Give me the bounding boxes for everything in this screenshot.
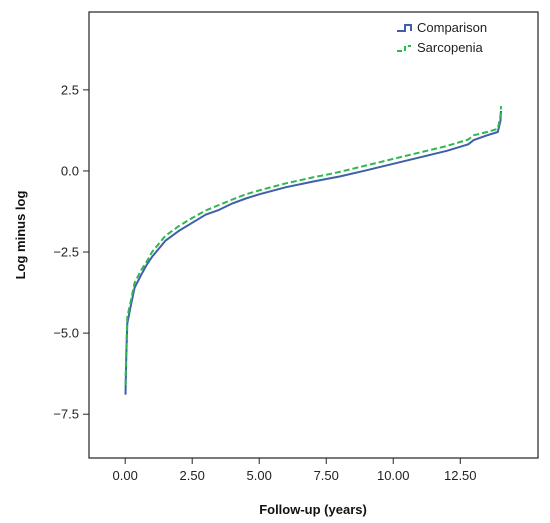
y-tick-label: −5.0 bbox=[53, 326, 79, 341]
x-tick-label: 10.00 bbox=[377, 468, 410, 483]
y-tick-label: 0.0 bbox=[61, 163, 79, 178]
y-tick-label: 2.5 bbox=[61, 82, 79, 97]
series-line-comparison bbox=[124, 110, 502, 395]
y-tick-label: −2.5 bbox=[53, 245, 79, 260]
plot-frame bbox=[88, 11, 539, 459]
y-tick-label: −7.5 bbox=[53, 407, 79, 422]
x-axis-ticks: 0.00 2.50 5.00 7.50 10.00 12.50 bbox=[113, 458, 477, 483]
x-axis-title: Follow-up (years) bbox=[259, 502, 367, 517]
legend-item-sarcopenia: Sarcopenia bbox=[397, 40, 484, 55]
x-tick-label: 2.50 bbox=[180, 468, 205, 483]
legend-label: Sarcopenia bbox=[417, 40, 484, 55]
legend-label: Comparison bbox=[417, 20, 487, 35]
legend-item-comparison: Comparison bbox=[397, 20, 487, 35]
legend-swatch bbox=[397, 24, 412, 32]
series-layer bbox=[124, 106, 502, 395]
x-tick-label: 5.00 bbox=[247, 468, 272, 483]
y-axis-ticks: 2.5 0.0 −2.5 −5.0 −7.5 bbox=[53, 82, 89, 422]
series-line-sarcopenia bbox=[124, 106, 502, 386]
x-tick-label: 7.50 bbox=[314, 468, 339, 483]
y-axis-title: Log minus log bbox=[13, 191, 28, 280]
legend-swatch bbox=[397, 45, 411, 52]
x-tick-label: 0.00 bbox=[113, 468, 138, 483]
legend: Comparison Sarcopenia bbox=[397, 20, 487, 55]
x-tick-label: 12.50 bbox=[444, 468, 477, 483]
